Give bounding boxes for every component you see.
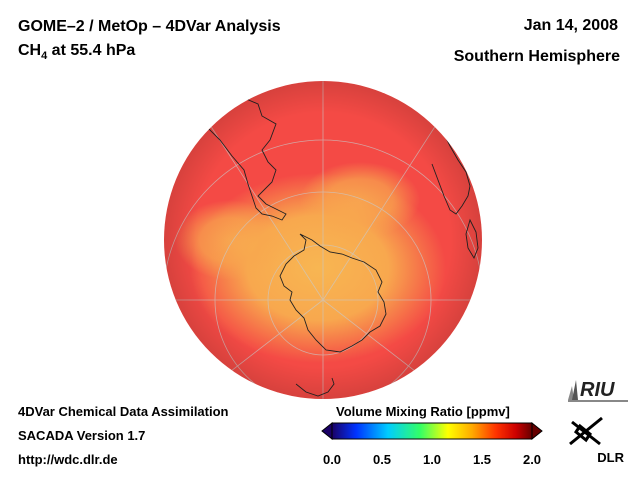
colorbar-ramp: [331, 422, 533, 440]
footer-line-3: http://wdc.dlr.de: [18, 452, 118, 467]
dlr-logo-icon: [569, 416, 603, 446]
riu-logo-text: RIU: [580, 379, 615, 401]
colorbar-high-arrow: [531, 421, 543, 441]
footer-line-1: 4DVar Chemical Data Assimilation: [18, 404, 229, 419]
species-sub: 4: [41, 50, 48, 63]
colorbar-title: Volume Mixing Ratio [ppmv]: [336, 404, 510, 419]
riu-logo-icon: RIU: [568, 379, 628, 402]
map-title: GOME–2 / MetOp – 4DVar Analysis: [18, 18, 281, 35]
dlr-logo-text: DLR: [597, 450, 624, 465]
colorbar-tick-1: 0.5: [372, 452, 392, 467]
colorbar-low-arrow: [321, 421, 333, 441]
colorbar-tick-0: 0.0: [322, 452, 342, 467]
footer-line-2: SACADA Version 1.7: [18, 428, 146, 443]
species-rest: at 55.4 hPa: [47, 42, 136, 59]
region-label: Southern Hemisphere: [453, 48, 620, 65]
colorbar-tick-3: 1.5: [472, 452, 492, 467]
colorbar-tick-2: 1.0: [422, 452, 442, 467]
species-label: CH4 at 55.4 hPa: [18, 42, 135, 62]
colorbar: [321, 421, 543, 441]
colorbar-tick-4: 2.0: [522, 452, 542, 467]
species-main: CH: [18, 42, 42, 59]
date-label: Jan 14, 2008: [523, 17, 618, 34]
